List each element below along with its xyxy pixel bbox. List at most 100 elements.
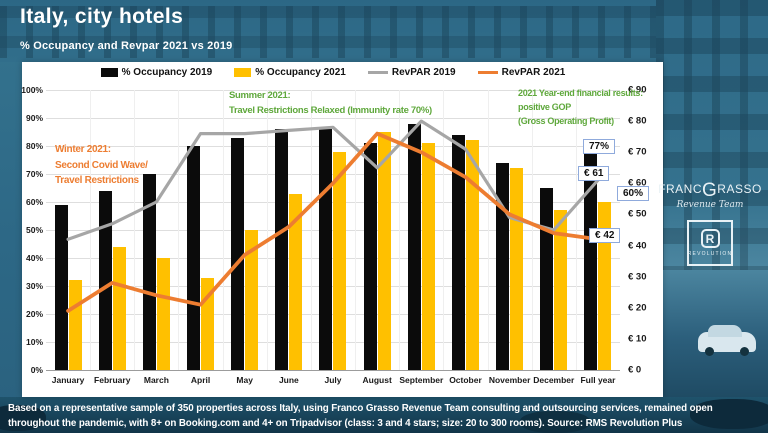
callout-occupancy-2019-full-year: 77% xyxy=(583,139,616,154)
source-note: Based on a representative sample of 350 … xyxy=(8,401,762,431)
bar-occupancy-2019 xyxy=(187,146,201,370)
legend-item: RevPAR 2019 xyxy=(367,67,456,78)
background-photo-right xyxy=(656,0,768,433)
bar-group xyxy=(178,90,222,370)
revolution-r-icon: R xyxy=(700,229,720,248)
x-axis-label: December xyxy=(533,375,575,385)
legend-item: % Occupancy 2021 xyxy=(234,67,346,78)
car-wheel xyxy=(705,347,714,356)
y-axis-left-tick: 40% xyxy=(25,253,43,263)
bar-occupancy-2021 xyxy=(421,143,435,370)
y-axis-left-tick: 20% xyxy=(25,309,43,319)
bar-group xyxy=(134,90,178,370)
x-axis-label: September xyxy=(399,375,444,385)
x-axis-label: August xyxy=(362,375,392,385)
y-axis-right-tick: € 70 xyxy=(628,146,647,158)
background-photo-top xyxy=(0,0,768,62)
x-axis-label: October xyxy=(449,375,482,385)
bar-occupancy-2019 xyxy=(275,129,289,370)
legend-line-swatch xyxy=(477,70,498,75)
building-windows-texture xyxy=(0,6,768,58)
white-car-shape xyxy=(698,325,756,356)
y-axis-left-tick: 60% xyxy=(25,197,43,207)
bar-occupancy-2021 xyxy=(245,230,259,370)
bar-occupancy-2019 xyxy=(584,154,598,370)
y-axis-right-tick: € 20 xyxy=(628,302,647,314)
y-axis-right-tick: € 50 xyxy=(628,208,647,220)
y-axis-right-tick: € 40 xyxy=(628,240,647,252)
gridline xyxy=(46,342,620,343)
brand-text: FRANC xyxy=(658,182,703,196)
bar-occupancy-2019 xyxy=(54,204,68,370)
franco-grasso-logo: FRANCGRASSO Revenue Team R REVOLUTION xyxy=(658,180,762,266)
brand-name: FRANCGRASSO xyxy=(658,180,762,202)
x-axis-label: July xyxy=(324,375,342,385)
bar-occupancy-2021 xyxy=(289,193,303,370)
annotation-summer-2021: Summer 2021: Travel Restrictions Relaxed… xyxy=(229,90,432,116)
bar-group xyxy=(311,90,355,370)
gridline xyxy=(46,118,620,119)
annotation-yearend-gop: 2021 Year-end financial results: positiv… xyxy=(518,88,643,126)
page-title: Italy, city hotels xyxy=(20,5,184,28)
bar-occupancy-2021 xyxy=(156,258,170,370)
x-axis-label: Full year xyxy=(580,375,616,385)
background-photo-bottom xyxy=(0,397,768,433)
bar-group xyxy=(355,90,399,370)
legend-label: RevPAR 2019 xyxy=(391,67,456,78)
x-axis-label: March xyxy=(143,375,169,385)
bar-group xyxy=(488,90,532,370)
brand-text: RASSO xyxy=(717,182,762,196)
chart-legend: % Occupancy 2019 % Occupancy 2021 RevPAR 2… xyxy=(46,67,620,78)
legend-label: RevPAR 2021 xyxy=(501,67,566,78)
bar-group xyxy=(267,90,311,370)
bar-occupancy-2019 xyxy=(540,188,554,370)
y-axis-left-tick: 50% xyxy=(25,225,43,235)
y-axis-left-tick: 70% xyxy=(25,169,43,179)
page-subtitle: % Occupancy and Revpar 2021 vs 2019 xyxy=(20,40,233,52)
revolution-logo-frame: R REVOLUTION xyxy=(687,220,733,266)
car-silhouette xyxy=(520,411,590,433)
x-axis-label: April xyxy=(190,375,211,385)
brand-g-glyph: G xyxy=(702,180,718,201)
x-axis-label: June xyxy=(278,375,299,385)
x-axis-label: November xyxy=(488,375,531,385)
bar-occupancy-2019 xyxy=(407,123,421,370)
gridline xyxy=(46,370,620,371)
y-axis-left-tick: 90% xyxy=(25,113,43,123)
callout-revpar-2019-full-year: € 61 xyxy=(578,166,610,181)
bar-occupancy-2019 xyxy=(98,190,112,370)
bar-occupancy-2021 xyxy=(377,132,391,370)
bar-group xyxy=(223,90,267,370)
bar-occupancy-2019 xyxy=(496,162,510,370)
bar-occupancy-2019 xyxy=(451,134,465,370)
car-silhouette xyxy=(690,399,768,429)
bar-occupancy-2021 xyxy=(201,277,215,370)
bar-occupancy-2019 xyxy=(363,143,377,370)
y-axis-left-tick: 10% xyxy=(25,337,43,347)
source-note-line2: throughout the pandemic, with 8+ on Book… xyxy=(8,418,683,430)
bar-group xyxy=(90,90,134,370)
legend-item: % Occupancy 2019 xyxy=(100,67,213,78)
callout-occupancy-2021-full-year: 60% xyxy=(617,186,650,201)
bar-occupancy-2021 xyxy=(598,202,612,370)
y-axis-right-tick: € 80 xyxy=(628,115,647,127)
callout-revpar-2021-full-year: € 42 xyxy=(589,228,621,243)
bar-occupancy-2019 xyxy=(319,129,333,370)
bar-group xyxy=(532,90,576,370)
building-windows-texture xyxy=(656,0,768,270)
y-axis-left-tick: 80% xyxy=(25,141,43,151)
legend-label: % Occupancy 2019 xyxy=(121,67,213,78)
y-axis-right-tick: € 90 xyxy=(628,84,647,96)
x-axis-label: January xyxy=(51,375,85,385)
legend-bar-swatch xyxy=(100,68,118,77)
legend-item: RevPAR 2021 xyxy=(477,67,566,78)
bar-occupancy-2021 xyxy=(554,210,568,370)
chart-panel: % Occupancy 2019 % Occupancy 2021 RevPAR 2… xyxy=(21,62,663,397)
y-axis-right-tick: € 0 xyxy=(628,364,642,376)
y-axis-right-tick: € 60 xyxy=(628,177,647,189)
y-axis-left-tick: 100% xyxy=(21,85,43,95)
bar-occupancy-2019 xyxy=(142,174,156,370)
header: Italy, city hotels % Occupancy and Revpa… xyxy=(20,5,232,52)
x-axis-label: May xyxy=(236,375,253,385)
